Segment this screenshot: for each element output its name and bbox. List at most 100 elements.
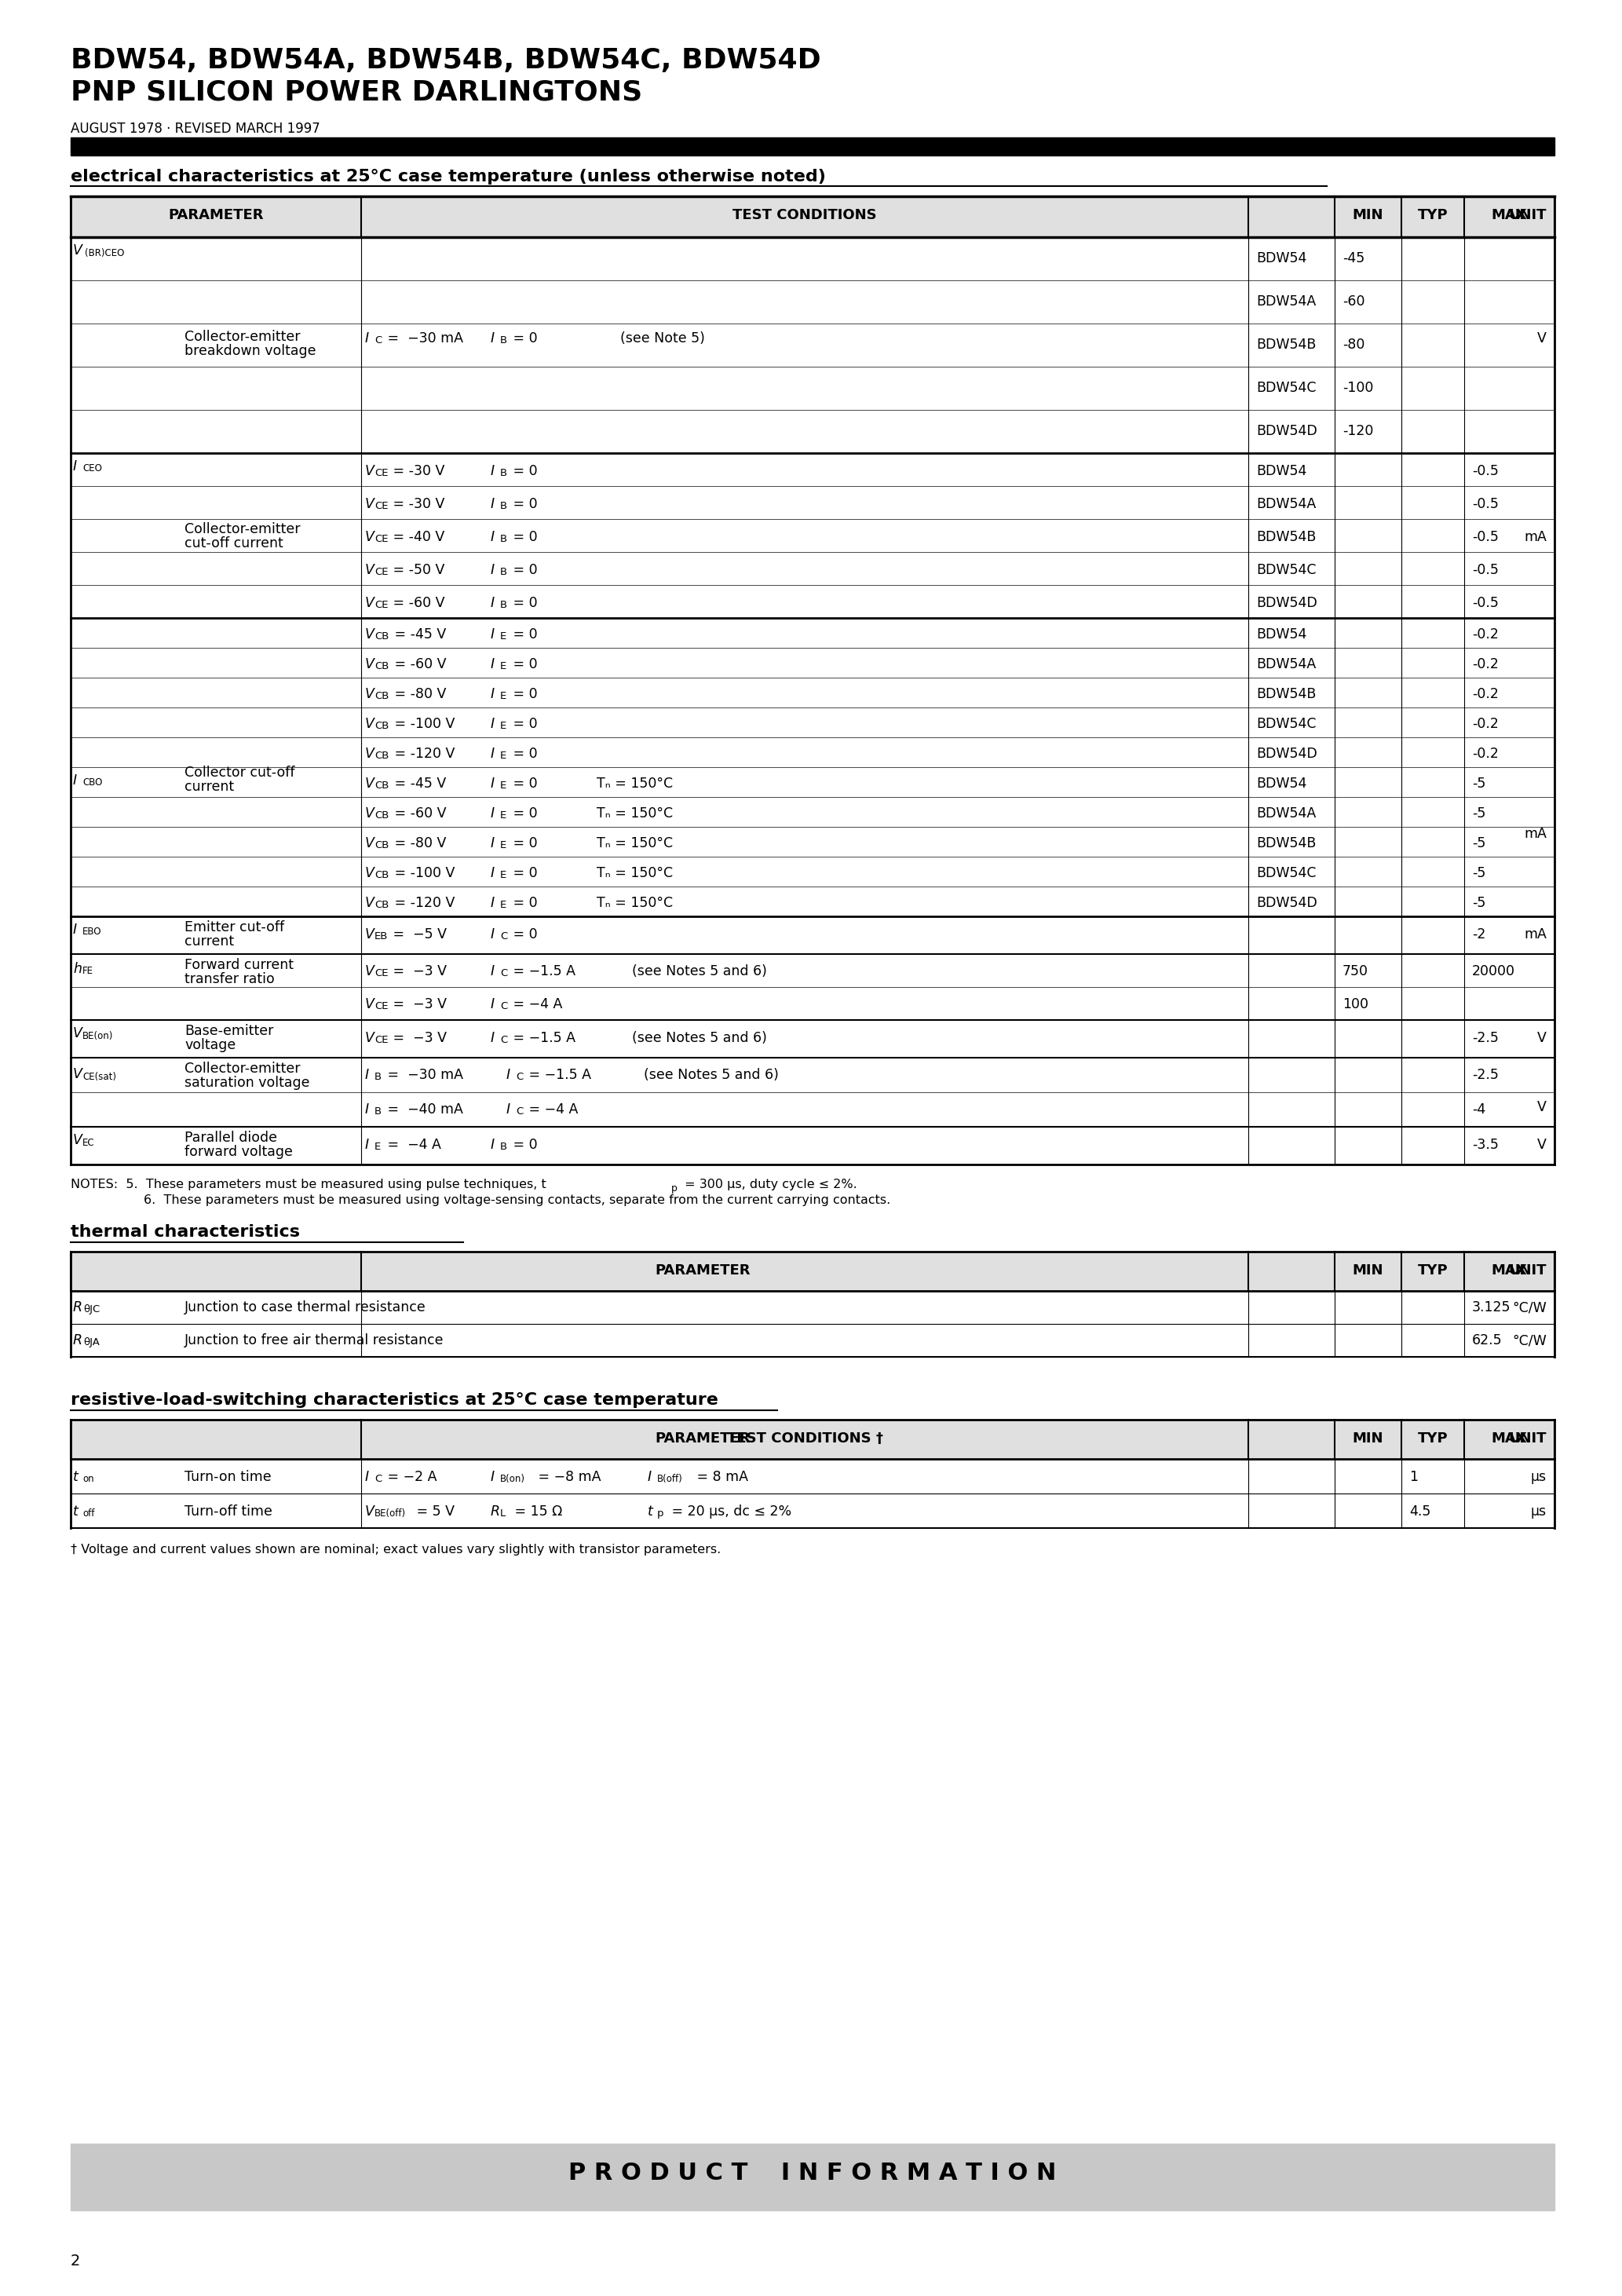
Text: 750: 750 <box>1343 964 1369 978</box>
Text: C: C <box>500 969 508 978</box>
Text: V: V <box>365 496 375 512</box>
Text: 100: 100 <box>1343 996 1369 1010</box>
Text: I: I <box>491 928 495 941</box>
Text: V: V <box>365 895 375 909</box>
Text: = −4 A: = −4 A <box>509 996 563 1010</box>
Text: V: V <box>365 597 375 611</box>
Text: θJA: θJA <box>83 1336 99 1348</box>
Text: I: I <box>73 923 76 937</box>
Text: -5: -5 <box>1473 806 1486 820</box>
Text: BDW54C: BDW54C <box>1255 563 1315 576</box>
Text: Base-emitter: Base-emitter <box>185 1024 274 1038</box>
Text: -2: -2 <box>1473 928 1486 941</box>
Text: UNIT: UNIT <box>1508 1430 1547 1446</box>
Text: =  −5 V: = −5 V <box>389 928 446 941</box>
Text: p: p <box>672 1182 678 1194</box>
Text: = 5 V: = 5 V <box>412 1504 454 1518</box>
Text: I: I <box>491 866 495 879</box>
Text: h: h <box>73 962 81 976</box>
Text: (see Notes 5 and 6): (see Notes 5 and 6) <box>633 964 767 978</box>
Text: =  −3 V: = −3 V <box>389 964 446 978</box>
Text: MAX: MAX <box>1492 1430 1528 1446</box>
Text: -120: -120 <box>1343 425 1374 439</box>
Text: mA: mA <box>1525 530 1547 544</box>
Text: BDW54C: BDW54C <box>1255 866 1315 879</box>
Text: E: E <box>500 870 506 879</box>
Text: E: E <box>500 661 506 670</box>
Text: = −8 mA: = −8 mA <box>534 1469 602 1483</box>
Text: t: t <box>73 1469 78 1483</box>
Text: B(on): B(on) <box>500 1474 526 1483</box>
Text: CB: CB <box>375 691 389 700</box>
Text: = -40 V: = -40 V <box>389 530 444 544</box>
Text: B: B <box>375 1072 381 1081</box>
Text: NOTES:  5.  These parameters must be measured using pulse techniques, t: NOTES: 5. These parameters must be measu… <box>71 1178 547 1189</box>
Text: CB: CB <box>375 900 389 909</box>
Text: PARAMETER: PARAMETER <box>655 1263 751 1277</box>
Text: = 0: = 0 <box>509 530 537 544</box>
Text: Junction to free air thermal resistance: Junction to free air thermal resistance <box>185 1334 444 1348</box>
Text: cut-off current: cut-off current <box>185 537 284 551</box>
Text: Junction to case thermal resistance: Junction to case thermal resistance <box>185 1300 427 1316</box>
Text: I: I <box>491 776 495 790</box>
Text: = 0: = 0 <box>509 928 537 941</box>
Text: BDW54A: BDW54A <box>1255 657 1315 670</box>
Text: = 0: = 0 <box>509 806 537 820</box>
Text: = −2 A: = −2 A <box>383 1469 436 1483</box>
Text: = -80 V: = -80 V <box>391 687 446 700</box>
Text: CB: CB <box>375 840 389 850</box>
Text: CB: CB <box>375 631 389 641</box>
Text: resistive-load-switching characteristics at 25°C case temperature: resistive-load-switching characteristics… <box>71 1391 719 1407</box>
Text: = 0: = 0 <box>509 1139 537 1153</box>
Text: V: V <box>365 806 375 820</box>
Text: P R O D U C T    I N F O R M A T I O N: P R O D U C T I N F O R M A T I O N <box>569 2163 1056 2183</box>
Text: -100: -100 <box>1343 381 1374 395</box>
Text: =  −3 V: = −3 V <box>389 996 446 1010</box>
Text: I: I <box>491 464 495 478</box>
Text: V: V <box>365 716 375 730</box>
Text: =  −4 A: = −4 A <box>383 1139 441 1153</box>
Text: EC: EC <box>83 1139 94 1148</box>
Text: V: V <box>365 563 375 576</box>
Text: t: t <box>647 1504 654 1518</box>
Text: = -60 V: = -60 V <box>391 806 446 820</box>
Text: 3.125: 3.125 <box>1473 1300 1512 1316</box>
Text: TYP: TYP <box>1418 1430 1448 1446</box>
Text: E: E <box>500 810 506 820</box>
Text: μs: μs <box>1531 1504 1547 1518</box>
Text: V: V <box>365 776 375 790</box>
Bar <box>71 138 1554 156</box>
Text: =  −40 mA: = −40 mA <box>383 1102 464 1116</box>
Text: = 300 μs, duty cycle ≤ 2%.: = 300 μs, duty cycle ≤ 2%. <box>681 1178 856 1189</box>
Text: BDW54, BDW54A, BDW54B, BDW54C, BDW54D: BDW54, BDW54A, BDW54B, BDW54C, BDW54D <box>71 48 821 73</box>
Text: V: V <box>365 928 375 941</box>
Text: thermal characteristics: thermal characteristics <box>71 1224 300 1240</box>
Text: I: I <box>365 331 370 344</box>
Text: CE: CE <box>375 535 388 544</box>
Text: = 0: = 0 <box>509 331 537 344</box>
Text: -45: -45 <box>1343 250 1364 266</box>
Text: -5: -5 <box>1473 776 1486 790</box>
Text: I: I <box>491 496 495 512</box>
Text: = 8 mA: = 8 mA <box>693 1469 748 1483</box>
Text: EB: EB <box>375 932 388 941</box>
Text: V: V <box>365 657 375 670</box>
Text: Tₙ = 150°C: Tₙ = 150°C <box>597 895 673 909</box>
Text: saturation voltage: saturation voltage <box>185 1077 310 1091</box>
Text: = −1.5 A: = −1.5 A <box>509 964 576 978</box>
Text: = -30 V: = -30 V <box>389 496 444 512</box>
Text: = 0: = 0 <box>509 496 537 512</box>
Text: C: C <box>375 335 381 344</box>
Text: I: I <box>491 687 495 700</box>
Text: V: V <box>365 1031 375 1045</box>
Text: Tₙ = 150°C: Tₙ = 150°C <box>597 836 673 850</box>
Text: I: I <box>491 996 495 1010</box>
Text: -5: -5 <box>1473 836 1486 850</box>
Text: CE: CE <box>375 1001 388 1010</box>
Text: I: I <box>491 716 495 730</box>
Text: = 0: = 0 <box>509 687 537 700</box>
Text: -0.5: -0.5 <box>1473 563 1499 576</box>
Text: BDW54D: BDW54D <box>1255 895 1317 909</box>
Text: = −1.5 A: = −1.5 A <box>509 1031 576 1045</box>
Text: C: C <box>375 1474 381 1483</box>
